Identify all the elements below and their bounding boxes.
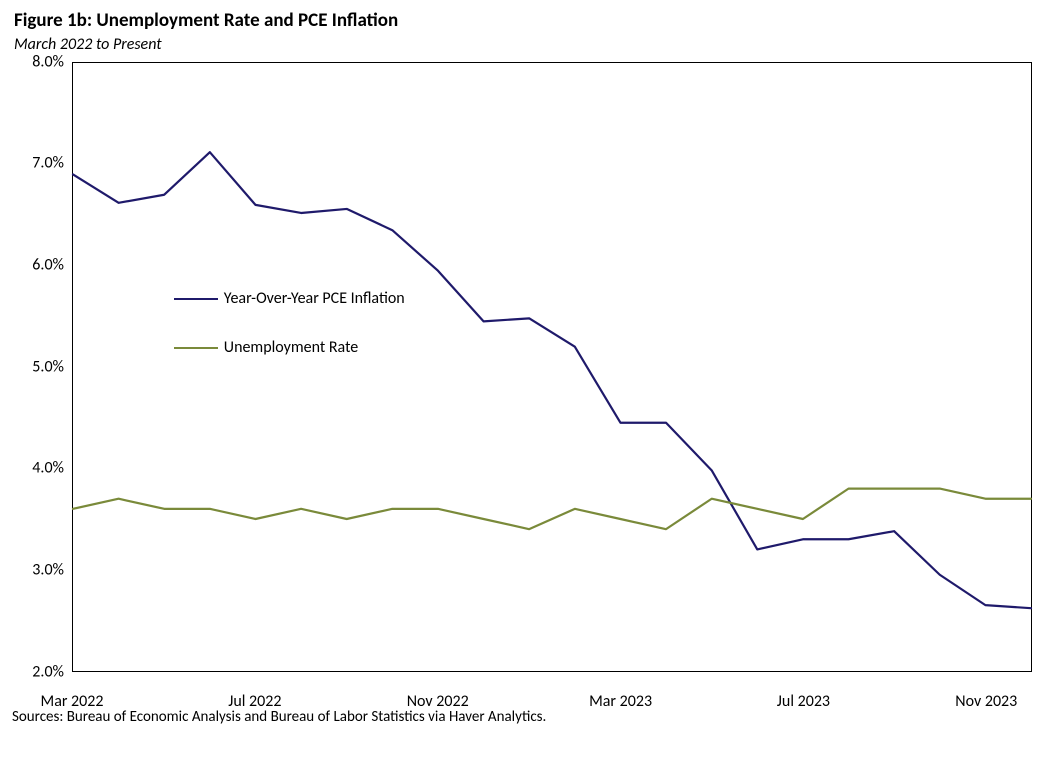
plot-area: Year-Over-Year PCE Inflation Unemployment…: [72, 62, 1032, 672]
y-tick-label: 3.0%: [12, 561, 64, 580]
legend-label: Unemployment Rate: [224, 338, 358, 357]
x-tick-label: Nov 2023: [955, 692, 1017, 711]
legend-item: Year-Over-Year PCE Inflation: [174, 289, 405, 308]
legend-swatch: [174, 298, 218, 300]
y-tick-label: 2.0%: [12, 662, 64, 681]
series-line: [73, 152, 1031, 608]
x-tick-label: Mar 2023: [589, 692, 652, 711]
x-tick-label: Mar 2022: [41, 692, 104, 711]
figure-source: Sources: Bureau of Economic Analysis and…: [12, 708, 1032, 726]
legend-label: Year-Over-Year PCE Inflation: [224, 289, 405, 308]
figure-wrap: Figure 1b: Unemployment Rate and PCE Inf…: [0, 0, 1044, 759]
figure-title: Figure 1b: Unemployment Rate and PCE Inf…: [14, 10, 1032, 33]
plot-outer: Year-Over-Year PCE Inflation Unemployment…: [12, 62, 1032, 702]
y-tick-label: 7.0%: [12, 154, 64, 173]
y-tick-label: 5.0%: [12, 357, 64, 376]
chart-lines-svg: [73, 63, 1031, 671]
x-tick-label: Jul 2023: [777, 692, 830, 711]
y-tick-label: 8.0%: [12, 52, 64, 71]
x-tick-label: Jul 2022: [228, 692, 281, 711]
y-tick-label: 4.0%: [12, 459, 64, 478]
legend-swatch: [174, 347, 218, 349]
x-tick-label: Nov 2022: [407, 692, 469, 711]
legend-item: Unemployment Rate: [174, 338, 358, 357]
series-line: [73, 488, 1031, 529]
y-tick-label: 6.0%: [12, 256, 64, 275]
figure-subtitle: March 2022 to Present: [14, 35, 1032, 54]
